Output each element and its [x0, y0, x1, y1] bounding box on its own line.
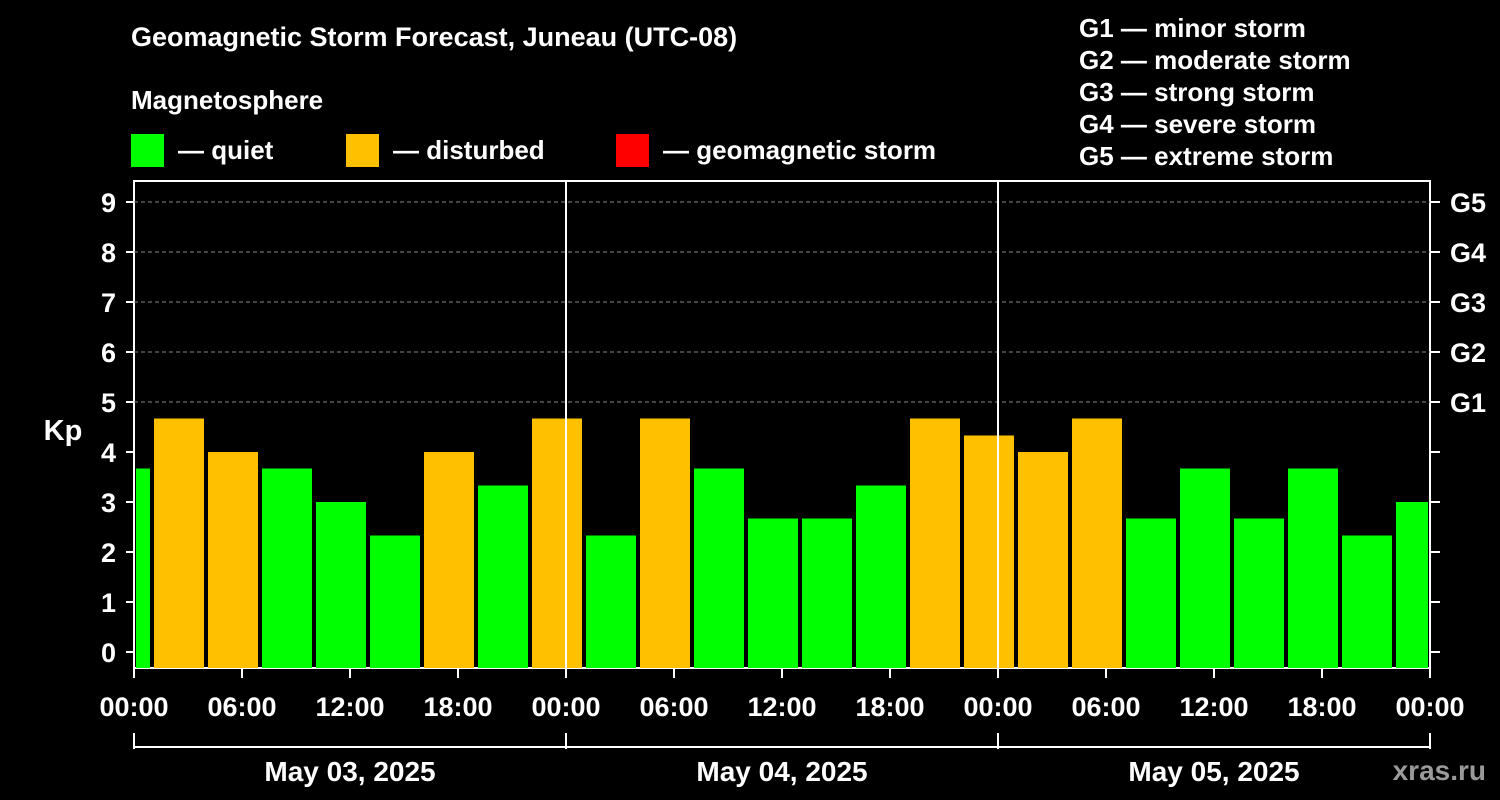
storm-scale-list: G1 — minor storm G2 — moderate storm G3 …	[1079, 12, 1351, 172]
x-tick-label-5: 06:00	[639, 692, 708, 722]
kp-bar-16	[964, 435, 1014, 668]
legend-swatch-storm	[616, 133, 649, 167]
legend-item-quiet: — quiet	[131, 133, 273, 167]
kp-bar-8	[532, 418, 582, 668]
storm-level-g5: G5 — extreme storm	[1079, 141, 1334, 171]
legend-item-disturbed: — disturbed	[346, 133, 545, 167]
kp-bar-23	[1342, 535, 1392, 668]
y-tick-label-6: 6	[101, 338, 116, 368]
kp-bar-1	[154, 418, 204, 668]
date-label-1: May 04, 2025	[696, 756, 867, 787]
kp-bar-12	[748, 518, 798, 668]
legend-swatch-disturbed	[346, 133, 379, 167]
kp-bar-7	[478, 485, 528, 668]
y-tick-label-2: 2	[101, 538, 116, 568]
legend-item-storm: — geomagnetic storm	[616, 133, 936, 167]
legend-title: Magnetosphere	[131, 85, 324, 115]
kp-bar-6	[424, 452, 474, 668]
x-tick-label-12: 00:00	[1395, 692, 1464, 722]
g-scale-label-g4: G4	[1450, 238, 1486, 268]
x-tick-label-7: 18:00	[855, 692, 924, 722]
x-tick-label-0: 00:00	[99, 692, 168, 722]
kp-bar-5	[370, 535, 420, 668]
storm-level-g1: G1 — minor storm	[1079, 13, 1306, 43]
kp-bar-20	[1180, 468, 1230, 668]
x-tick-label-2: 12:00	[315, 692, 384, 722]
kp-bar-14	[856, 485, 906, 668]
x-tick-label-1: 06:00	[207, 692, 276, 722]
storm-level-g2: G2 — moderate storm	[1079, 45, 1351, 75]
x-tick-label-11: 18:00	[1287, 692, 1356, 722]
y-tick-label-3: 3	[101, 488, 116, 518]
y-tick-label-7: 7	[101, 288, 116, 318]
kp-bar-17	[1018, 452, 1068, 668]
y-tick-label-9: 9	[101, 188, 116, 218]
kp-bar-15	[910, 418, 960, 668]
kp-bar-10	[640, 418, 690, 668]
watermark: xras.ru	[1392, 755, 1486, 786]
legend-label-disturbed: — disturbed	[393, 134, 545, 165]
y-axis-label: Kp	[44, 415, 83, 447]
kp-bar-2	[208, 452, 258, 668]
kp-bar-4	[316, 502, 366, 668]
date-label-0: May 03, 2025	[264, 756, 435, 787]
kp-bar-3	[262, 468, 312, 668]
kp-bar-11	[694, 468, 744, 668]
kp-bar-21	[1234, 518, 1284, 668]
y-tick-label-1: 1	[101, 588, 116, 618]
kp-bar-13	[802, 518, 852, 668]
y-tick-label-8: 8	[101, 238, 116, 268]
x-tick-label-10: 12:00	[1179, 692, 1248, 722]
date-label-2: May 05, 2025	[1128, 756, 1299, 787]
legend-label-storm: — geomagnetic storm	[663, 134, 937, 165]
legend-label-quiet: — quiet	[178, 134, 274, 165]
kp-bar-0	[136, 468, 150, 668]
legend-swatch-quiet	[131, 133, 164, 167]
kp-bar-24	[1396, 502, 1428, 668]
g-scale-label-g1: G1	[1450, 388, 1486, 418]
kp-bar-19	[1126, 518, 1176, 668]
x-tick-label-6: 12:00	[747, 692, 816, 722]
kp-bar-9	[586, 535, 636, 668]
storm-level-g4: G4 — severe storm	[1079, 109, 1317, 139]
g-scale-label-g2: G2	[1450, 338, 1486, 368]
g-scale-label-g3: G3	[1450, 288, 1486, 318]
kp-bar-22	[1288, 468, 1338, 668]
x-tick-label-9: 06:00	[1071, 692, 1140, 722]
g-scale-label-g5: G5	[1450, 188, 1486, 218]
storm-level-g3: G3 — strong storm	[1079, 77, 1315, 107]
x-tick-label-8: 00:00	[963, 692, 1032, 722]
x-tick-label-4: 00:00	[531, 692, 600, 722]
y-tick-label-0: 0	[101, 638, 116, 668]
x-tick-label-3: 18:00	[423, 692, 492, 722]
kp-bar-18	[1072, 418, 1122, 668]
y-tick-label-5: 5	[101, 388, 116, 418]
y-tick-label-4: 4	[101, 438, 116, 468]
chart-title: Geomagnetic Storm Forecast, Juneau (UTC-…	[131, 22, 738, 52]
